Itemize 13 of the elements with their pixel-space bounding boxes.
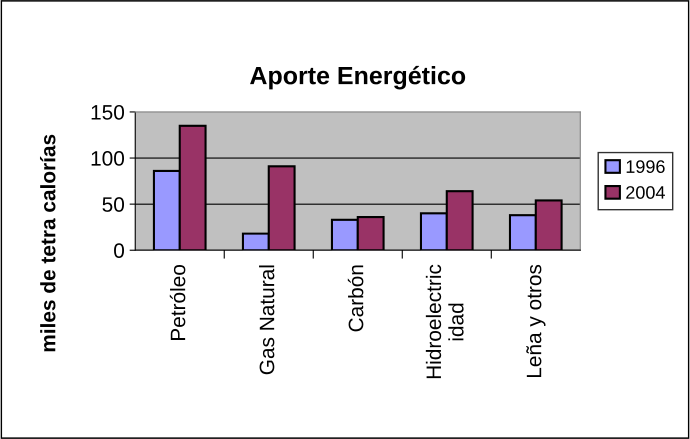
legend-label: 2004	[626, 186, 665, 199]
chart-title: Aporte Energético	[250, 66, 466, 90]
y-tick-label: 150	[92, 104, 124, 120]
x-tick-label: Leña y otros	[526, 264, 546, 378]
x-tick-label: Petróleo	[170, 264, 186, 340]
x-tick-label: Gas Natural	[259, 266, 274, 374]
legend-label: 1996	[626, 160, 665, 174]
y-tick-label: 0	[114, 243, 124, 258]
y-tick-label: 50	[102, 197, 124, 212]
y-tick-label: 100	[92, 151, 124, 166]
y-axis-title: miles de tetra calorías	[40, 134, 56, 352]
x-tick-label: Carbón	[348, 265, 364, 332]
x-tick-label: Hidroelectric idad	[426, 264, 464, 378]
